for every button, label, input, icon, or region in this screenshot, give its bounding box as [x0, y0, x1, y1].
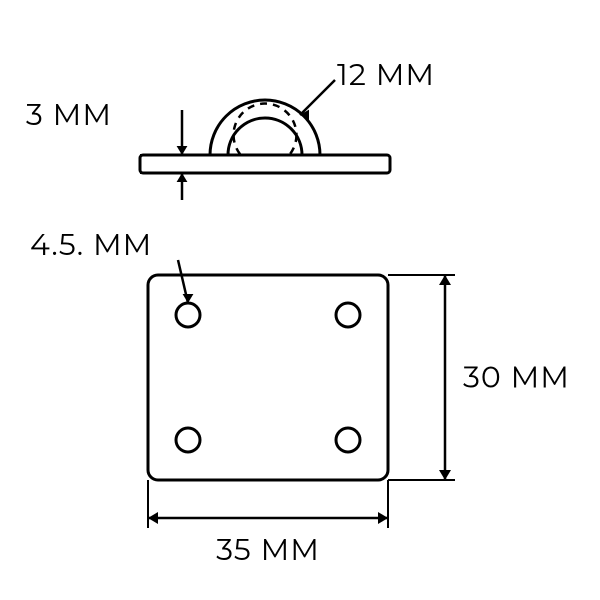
side-view-eye [210, 100, 320, 155]
leader-inner-dia [300, 80, 335, 115]
mounting-hole [336, 428, 360, 452]
label-height: 30 MM [463, 359, 570, 396]
mounting-hole [336, 303, 360, 327]
side-view-plate [140, 155, 390, 173]
mounting-hole [176, 303, 200, 327]
mounting-hole [176, 428, 200, 452]
label-inner-dia: 12 MM [337, 56, 435, 93]
label-hole-dia: 4.5. MM [30, 226, 152, 263]
label-width: 35 MM [216, 531, 320, 568]
label-thickness: 3 MM [26, 96, 112, 133]
